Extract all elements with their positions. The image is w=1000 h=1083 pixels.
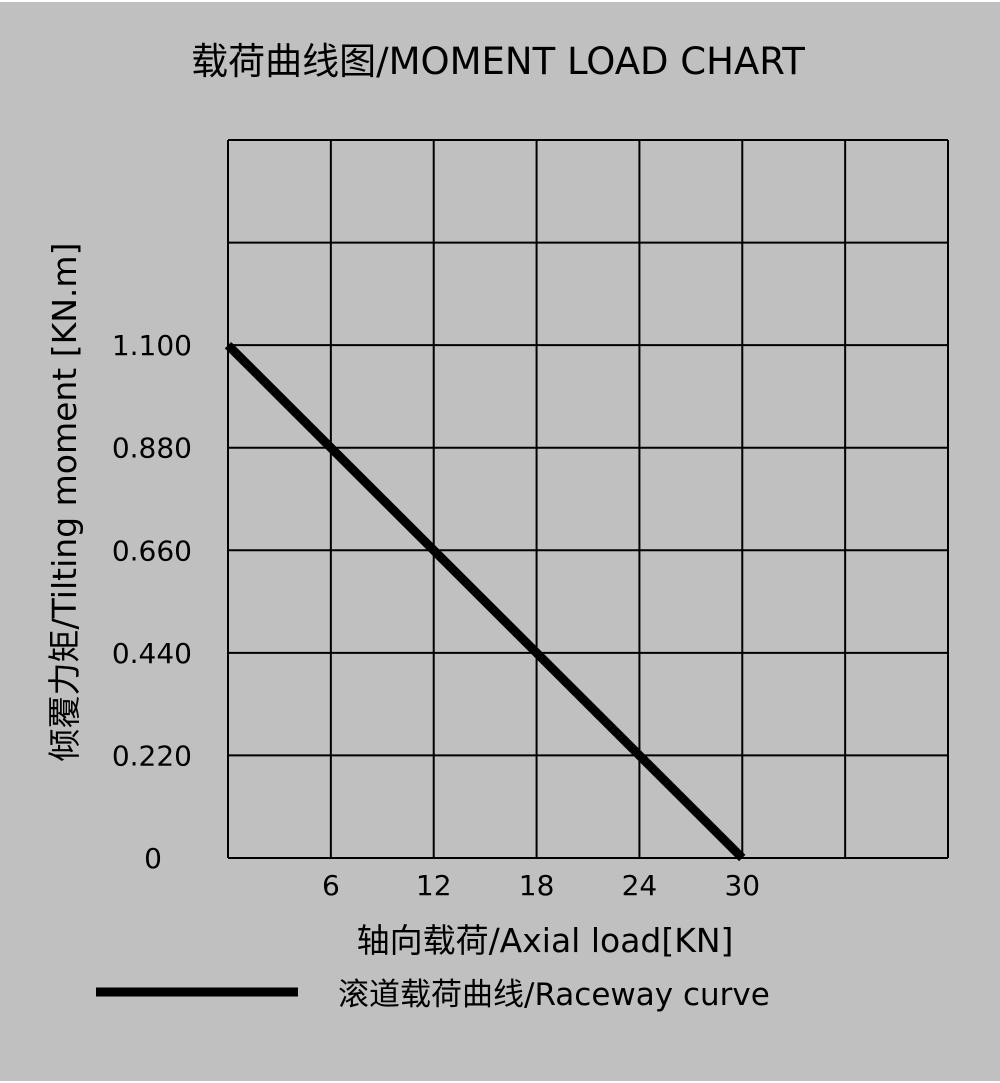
raceway-curve-line [224,341,746,862]
x-tick-label: 6 [322,869,340,902]
y-tick-label: 0 [144,842,162,875]
chart-title: 载荷曲线图/MOMENT LOAD CHART [191,40,805,83]
x-tick-label: 18 [519,869,555,902]
x-axis-label: 轴向载荷/Axial load[KN] [357,921,734,960]
x-tick-label: 24 [622,869,658,902]
legend-label: 滚道载荷曲线/Raceway curve [338,977,770,1013]
y-tick-label: 1.100 [112,329,192,362]
x-tick-label: 12 [416,869,452,902]
y-axis-label: 倾覆力矩/Tilting moment [KN.m] [45,243,84,762]
y-tick-label: 0.660 [112,534,192,567]
y-tick-label: 0.440 [112,637,192,670]
y-tick-label: 0.880 [112,432,192,465]
y-tick-label: 0.220 [112,739,192,772]
x-tick-label: 30 [724,869,760,902]
grid [227,139,949,859]
